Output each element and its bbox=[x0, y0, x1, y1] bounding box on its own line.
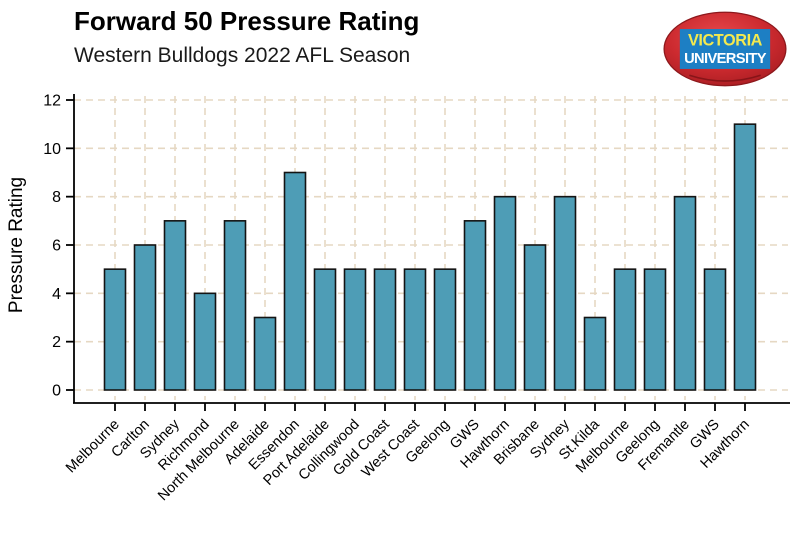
bar-north-melbourne bbox=[223, 220, 247, 391]
logo-line2: UNIVERSITY bbox=[684, 51, 767, 67]
y-tick-label: 4 bbox=[52, 286, 61, 303]
bar-geelong bbox=[643, 268, 667, 391]
bar-fremantle bbox=[673, 195, 697, 391]
bar-richmond bbox=[193, 292, 217, 391]
y-tick-label: 0 bbox=[52, 383, 61, 400]
bar-melbourne bbox=[103, 268, 127, 391]
y-tick-label: 2 bbox=[52, 334, 61, 351]
y-tick-label: 12 bbox=[43, 93, 61, 110]
bar-hawthorn bbox=[733, 123, 757, 391]
y-axis-title: Pressure Rating bbox=[6, 177, 27, 313]
bar-geelong bbox=[433, 268, 457, 391]
bar-essendon bbox=[283, 171, 307, 391]
y-tick-label: 10 bbox=[43, 141, 61, 158]
bar-adelaide bbox=[253, 316, 277, 391]
y-tick-label: 6 bbox=[52, 238, 61, 255]
bar-hawthorn bbox=[493, 195, 517, 391]
victoria-university-football-logo: VICTORIA UNIVERSITY bbox=[663, 11, 787, 87]
chart-title: Forward 50 Pressure Rating bbox=[74, 6, 420, 36]
y-tick-label: 8 bbox=[52, 189, 61, 206]
bar-sydney bbox=[553, 195, 577, 391]
bar-port-adelaide bbox=[313, 268, 337, 391]
bar-west-coast bbox=[403, 268, 427, 391]
bar-gold-coast bbox=[373, 268, 397, 391]
bar-st-kilda bbox=[583, 316, 607, 391]
logo-line1: VICTORIA bbox=[688, 31, 763, 49]
bar-sydney bbox=[163, 220, 187, 391]
logo-panel bbox=[679, 29, 771, 69]
bar-carlton bbox=[133, 244, 157, 391]
bar-gws bbox=[703, 268, 727, 391]
football-seam bbox=[689, 74, 761, 82]
chart-subtitle: Western Bulldogs 2022 AFL Season bbox=[74, 44, 411, 67]
bar-gws bbox=[463, 220, 487, 391]
bar-melbourne bbox=[613, 268, 637, 391]
bar-collingwood bbox=[343, 268, 367, 391]
bar-brisbane bbox=[523, 244, 547, 391]
